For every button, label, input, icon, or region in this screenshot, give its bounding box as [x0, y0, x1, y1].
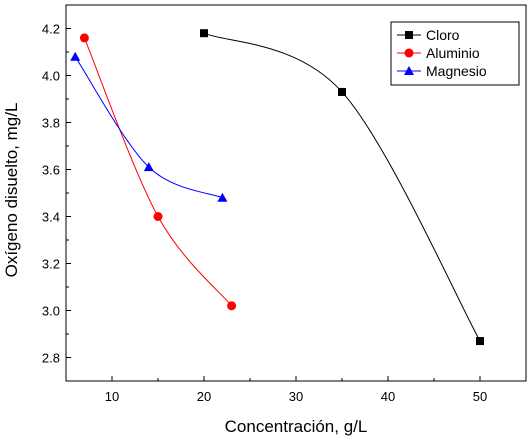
- y-tick-label-3.2: 3.2: [42, 257, 60, 272]
- data-point-aluminio-2: [227, 301, 237, 311]
- legend-marker-cloro: [405, 31, 413, 39]
- legend-label-magnesio: Magnesio: [426, 63, 487, 79]
- x-tick-label-20: 20: [197, 389, 211, 404]
- axis-tick-labels: 10 20 30 40 50 2.8 3.0 3.2 3.4 3.6 3.8 4.0 4.2: [42, 22, 487, 405]
- legend-marker-magnesio: [404, 66, 414, 75]
- data-point-aluminio-0: [79, 33, 89, 43]
- series-line-aluminio: [83, 37, 232, 307]
- y-tick-label-3.0: 3.0: [42, 304, 60, 319]
- legend: Cloro Aluminio Magnesio: [390, 21, 520, 86]
- y-tick-label-4.2: 4.2: [42, 22, 60, 37]
- y-tick-label-3.8: 3.8: [42, 116, 60, 131]
- data-point-cloro-1: [338, 87, 346, 96]
- legend-label-aluminio: Aluminio: [426, 45, 480, 61]
- data-point-cloro-2: [476, 337, 484, 346]
- legend-label-cloro: Cloro: [426, 27, 460, 43]
- x-axis-label: Concentración, g/L: [225, 417, 368, 436]
- data-point-magnesio-1: [143, 162, 154, 172]
- data-point-magnesio-2: [217, 192, 228, 202]
- y-axis-label: Oxígeno disuelto, mg/L: [2, 103, 21, 278]
- y-tick-label-3.6: 3.6: [42, 163, 60, 178]
- x-tick-label-40: 40: [381, 389, 395, 404]
- data-point-aluminio-1: [153, 212, 163, 221]
- y-tick-label-4.0: 4.0: [42, 69, 60, 84]
- x-tick-label-50: 50: [473, 389, 487, 404]
- data-point-magnesio-0: [70, 51, 81, 61]
- series-line-magnesio: [74, 56, 223, 199]
- series-line-cloro: [203, 32, 481, 342]
- axis-ticks: [65, 4, 527, 382]
- x-tick-label-10: 10: [105, 389, 119, 404]
- y-tick-label-2.8: 2.8: [42, 351, 60, 366]
- series-markers: [70, 29, 484, 346]
- y-tick-label-3.4: 3.4: [42, 210, 60, 225]
- x-tick-label-30: 30: [289, 389, 303, 404]
- data-point-cloro-0: [200, 29, 208, 38]
- legend-marker-aluminio: [404, 48, 414, 58]
